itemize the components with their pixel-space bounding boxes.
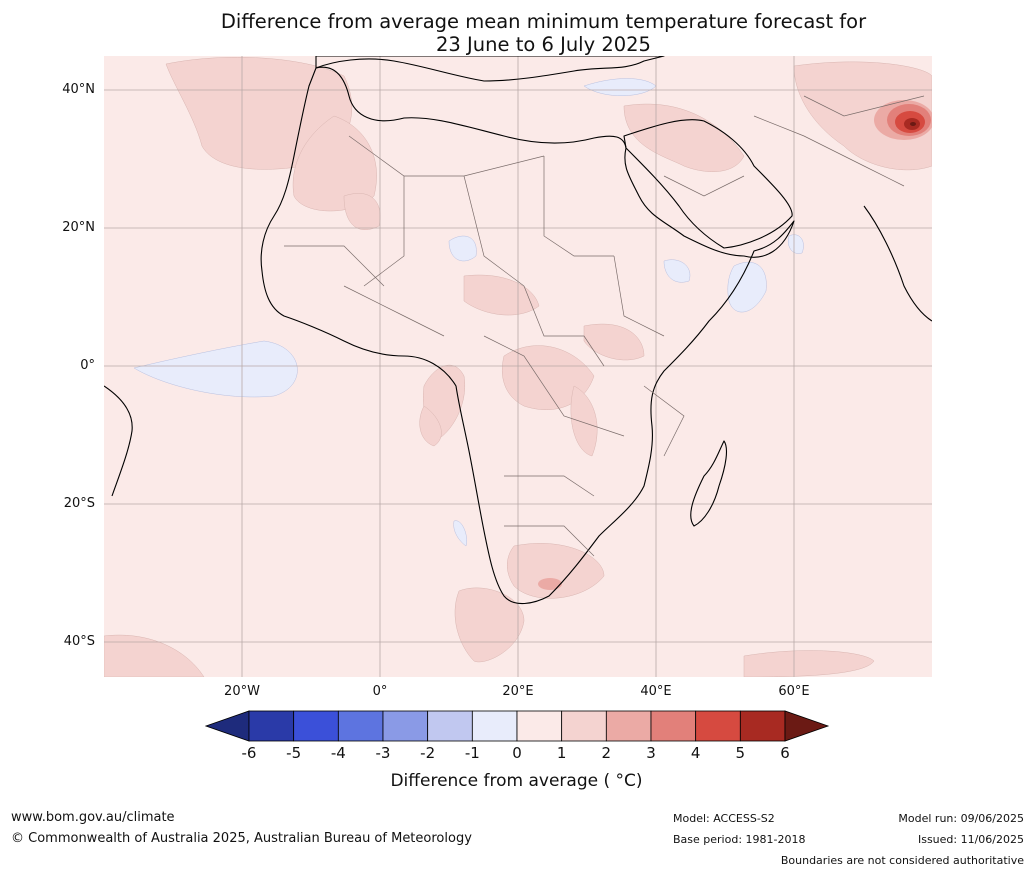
lat-label-equator: 0°: [80, 358, 95, 373]
colorbar-tick-label: 3: [646, 744, 656, 762]
colorbar-tick-label: 2: [601, 744, 612, 762]
anomaly-minus1-to-0-regions: [133, 78, 804, 547]
footer-model: Model: ACCESS-S2: [673, 812, 775, 825]
country-borders: [284, 95, 925, 557]
anomaly-1-to-2-regions: [104, 57, 932, 677]
colorbar-tick-label: -2: [420, 744, 436, 762]
colorbar-tick-label: 6: [780, 744, 790, 762]
lat-label-20s: 20°S: [63, 496, 95, 511]
colorbar-cell: [382, 710, 429, 742]
colorbar-cell: [561, 710, 607, 742]
title-line-1: Difference from average mean minimum tem…: [220, 10, 867, 33]
colorbar-label: Difference from average ( °C): [390, 771, 643, 791]
coastlines: [104, 56, 932, 605]
colorbar-cell: [427, 710, 473, 742]
lat-label-40n: 40°N: [62, 82, 95, 97]
lat-label-20n: 20°N: [62, 220, 95, 235]
colorbar: [205, 710, 830, 742]
colorbar-tick-label: -5: [286, 744, 302, 762]
colorbar-tick-label: 0: [512, 744, 522, 762]
footer-copyright: © Commonwealth of Australia 2025, Austra…: [11, 831, 472, 846]
lat-label-40s: 40°S: [63, 634, 95, 649]
colorbar-cell: [605, 710, 652, 742]
colorbar-tick-label: -4: [330, 744, 346, 762]
map-panel: [104, 56, 932, 677]
lon-label-20e: 20°E: [502, 684, 534, 699]
footer-model-run: Model run: 09/06/2025: [898, 812, 1024, 825]
colorbar-extend-low: [205, 710, 250, 742]
colorbar-tick-label: -3: [375, 744, 391, 762]
colorbar-cell: [650, 710, 697, 742]
colorbar-tick-label: -6: [241, 744, 257, 762]
colorbar-extend-high: [784, 710, 830, 742]
lon-label-60e: 60°E: [778, 684, 810, 699]
colorbar-cell: [695, 710, 741, 742]
footer-base-period: Base period: 1981-2018: [673, 833, 806, 846]
colorbar-cell: [337, 710, 384, 742]
colorbar-cell: [516, 710, 563, 742]
lon-label-20w: 20°W: [224, 684, 260, 699]
colorbar-cell: [293, 710, 339, 742]
footer-disclaimer: Boundaries are not considered authoritat…: [780, 854, 1024, 867]
africa-map: [104, 56, 932, 677]
anomaly-hotspot: [887, 104, 931, 136]
map-graticule: [104, 56, 932, 677]
colorbar-tick-label: 1: [556, 744, 567, 762]
colorbar-cell: [248, 710, 295, 742]
colorbar-cells: [248, 710, 786, 742]
chart-title: Difference from average mean minimum tem…: [0, 10, 1035, 56]
colorbar-tick-label: 5: [735, 744, 746, 762]
colorbar-cell: [471, 710, 518, 742]
title-line-2: 23 June to 6 July 2025: [436, 33, 651, 56]
footer-issued: Issued: 11/06/2025: [917, 833, 1024, 846]
colorbar-tick-label: -1: [464, 744, 480, 762]
footer-url[interactable]: www.bom.gov.au/climate: [11, 810, 175, 825]
colorbar-cell: [739, 710, 786, 742]
lon-label-40e: 40°E: [640, 684, 672, 699]
colorbar-tick-label: 4: [690, 744, 701, 762]
lon-label-0: 0°: [372, 684, 388, 699]
